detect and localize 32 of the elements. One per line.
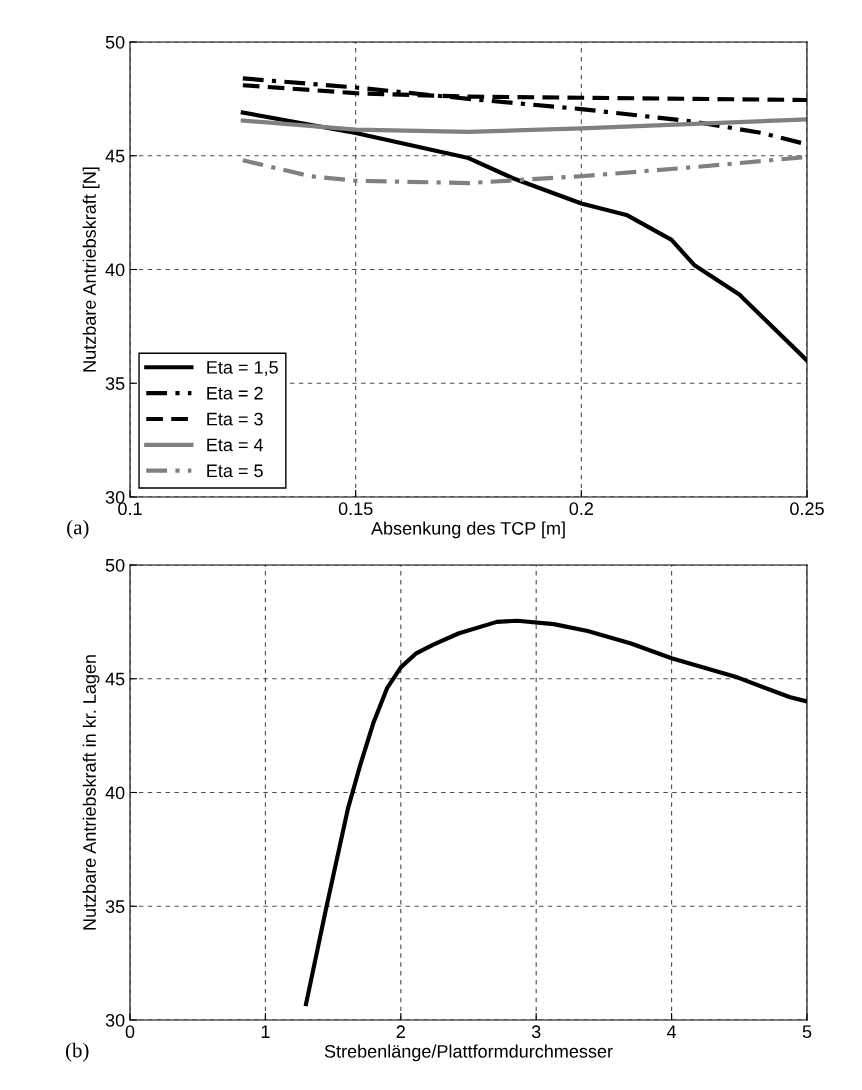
text: (a) xyxy=(67,519,89,539)
y-tick-label: 40 xyxy=(105,263,125,277)
y-tick-label: 40 xyxy=(105,786,125,800)
x-tick-label: 0.25 xyxy=(790,502,824,516)
y-tick-label: 45 xyxy=(105,149,125,163)
text: (b) xyxy=(66,1042,89,1062)
x-axis-title: Absenkung des TCP [m] xyxy=(371,521,565,539)
y-tick-label: 50 xyxy=(105,35,125,49)
legend-label: Eta = 1,5 xyxy=(207,361,278,376)
y-tick-label: 35 xyxy=(105,377,125,390)
y-tick-label: 30 xyxy=(105,490,125,504)
x-tick-label: 0.15 xyxy=(338,502,373,516)
legend-label: Eta = 2 xyxy=(207,386,263,400)
x-tick-label: 5 xyxy=(802,1025,812,1039)
y-axis-title: Nutzbare Antriebskraft [N] xyxy=(82,167,100,372)
line-series xyxy=(240,117,807,134)
legend-label: Eta = 5 xyxy=(207,464,263,478)
x-tick-label: 4 xyxy=(666,1025,677,1038)
x-tick-label: 0 xyxy=(125,1025,135,1039)
y-tick-label: 30 xyxy=(105,1013,125,1027)
y-tick-label: 50 xyxy=(105,558,125,572)
x-tick-label: 2 xyxy=(396,1025,405,1038)
x-axis-title: Strebenlänge/Plattformdurchmesser xyxy=(324,1044,613,1062)
y-tick-label: 35 xyxy=(105,900,125,913)
x-tick-label: 0.1 xyxy=(118,502,142,516)
x-tick-label: 3 xyxy=(531,1025,541,1039)
legend-label: Eta = 4 xyxy=(207,438,264,452)
x-tick-label: 0.2 xyxy=(569,502,593,516)
y-tick-label: 45 xyxy=(105,672,125,686)
y-axis-title: Nutzbare Antriebskraft in kr. Lagen xyxy=(82,655,100,930)
legend-label: Eta = 3 xyxy=(207,412,263,426)
x-tick-label: 1 xyxy=(261,1025,270,1038)
